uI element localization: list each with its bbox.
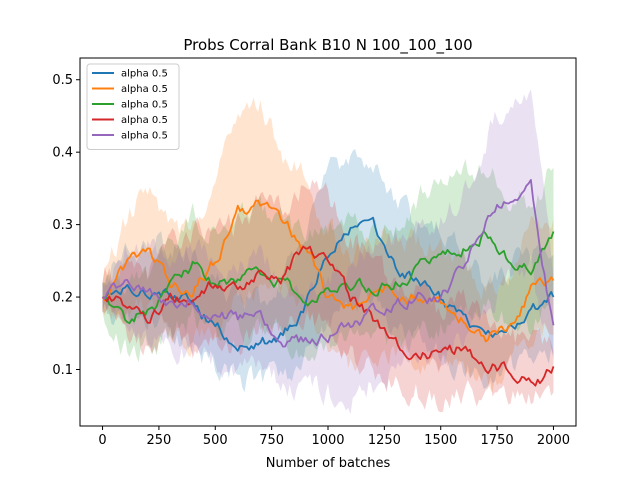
x-tick-label: 2000 [537, 433, 570, 448]
y-tick-label: 0.4 [52, 146, 73, 161]
series-lines [101, 179, 555, 387]
x-axis-title: Number of batches [266, 456, 391, 471]
x-tick-label: 1750 [481, 433, 514, 448]
y-axis: 0.1 0.2 0.3 0.4 0.5 [52, 73, 80, 378]
x-tick-label: 1250 [368, 433, 401, 448]
x-tick-label: 750 [259, 433, 284, 448]
legend-label: alpha 0.5 [121, 131, 168, 142]
legend-label: alpha 0.5 [121, 84, 168, 95]
x-tick-label: 1000 [311, 433, 344, 448]
legend-label: alpha 0.5 [121, 115, 168, 126]
x-tick-label: 0 [98, 433, 106, 448]
x-axis: 0 250 500 750 1000 1250 1500 1750 2000 [98, 426, 570, 448]
line-series-2 [101, 199, 555, 343]
y-tick-label: 0.5 [52, 73, 73, 88]
line-series-3 [102, 230, 555, 325]
band-series-2 [102, 97, 554, 393]
x-tick-label: 250 [146, 433, 171, 448]
y-tick-label: 0.1 [52, 363, 73, 378]
band-series-5 [102, 89, 554, 415]
legend-label: alpha 0.5 [121, 100, 168, 111]
legend-box [86, 63, 180, 150]
line-series-4 [102, 245, 555, 387]
y-tick-label: 0.3 [52, 218, 73, 233]
legend: alpha 0.5 alpha 0.5 alpha 0.5 alpha 0.5 alph… [86, 63, 180, 150]
line-series-5 [101, 179, 555, 348]
legend-label: alpha 0.5 [121, 69, 168, 80]
y-tick-label: 0.2 [52, 291, 73, 306]
chart-title: Probs Corral Bank B10 N 100_100_100 [183, 36, 472, 55]
band-series-1 [102, 149, 554, 393]
band-series-4 [102, 179, 554, 413]
x-tick-label: 500 [203, 433, 228, 448]
x-tick-label: 1500 [424, 433, 457, 448]
